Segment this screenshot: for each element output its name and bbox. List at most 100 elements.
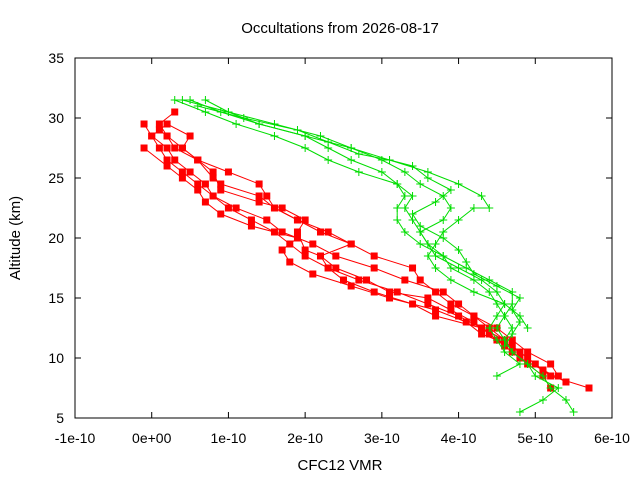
data-point (416, 276, 424, 284)
data-point (423, 168, 432, 176)
data-point (409, 264, 417, 272)
series-line (205, 99, 521, 377)
series-9 (201, 96, 524, 380)
data-point (531, 372, 540, 380)
data-point (439, 228, 448, 236)
data-point (454, 264, 463, 272)
data-point (163, 162, 171, 170)
data-point (278, 246, 286, 254)
x-tick-label: 2e-10 (287, 430, 323, 446)
data-point (201, 180, 209, 188)
data-point (194, 156, 202, 164)
data-point (462, 318, 470, 326)
data-point (485, 204, 494, 212)
data-point (423, 252, 432, 260)
data-point (347, 144, 356, 152)
data-point (408, 210, 417, 218)
data-point (209, 192, 217, 200)
data-point (515, 360, 524, 368)
y-axis-label: Altitude (km) (7, 196, 24, 280)
data-point (140, 144, 148, 152)
data-point (377, 168, 386, 176)
data-point (309, 240, 317, 248)
data-point (217, 210, 225, 218)
data-point (155, 126, 163, 134)
data-point (140, 120, 148, 128)
chart-title: Occultations from 2026-08-17 (241, 20, 439, 37)
data-point (469, 204, 478, 212)
series-line (150, 123, 559, 377)
data-point (163, 132, 171, 140)
data-point (454, 180, 463, 188)
data-point (500, 300, 509, 308)
y-tick-label: 25 (48, 170, 64, 186)
data-point (485, 276, 494, 284)
data-point (148, 132, 156, 140)
data-point (324, 264, 332, 272)
data-point (324, 156, 333, 164)
data-point (446, 186, 455, 194)
data-point (400, 204, 409, 212)
series-2 (155, 108, 555, 392)
data-point (508, 348, 517, 356)
data-point (324, 228, 332, 236)
data-point (523, 360, 532, 368)
data-point (171, 108, 179, 116)
data-point (163, 144, 171, 152)
data-point (209, 174, 217, 182)
data-point (232, 204, 240, 212)
data-point (255, 198, 263, 206)
data-point (455, 312, 463, 320)
data-point (492, 336, 501, 344)
data-point (523, 324, 532, 332)
data-point (224, 108, 233, 116)
data-point (515, 312, 524, 320)
data-point (178, 174, 186, 182)
x-tick-label: -1e-10 (55, 430, 96, 446)
x-tick-label: 3e-10 (364, 430, 400, 446)
data-point (439, 252, 448, 260)
data-point (232, 120, 241, 128)
data-point (416, 240, 425, 248)
data-point (431, 252, 440, 260)
data-point (554, 372, 562, 380)
data-point (524, 348, 532, 356)
data-point (446, 276, 455, 284)
y-axis-ticks: 5 10 15 20 25 30 35 (48, 50, 612, 426)
data-point (301, 216, 309, 224)
data-point (355, 276, 363, 284)
data-point (186, 132, 194, 140)
data-point (201, 108, 210, 116)
data-point (155, 120, 163, 128)
data-point (363, 276, 371, 284)
data-point (255, 120, 264, 128)
data-point (538, 372, 547, 380)
data-point (354, 168, 363, 176)
data-point (492, 372, 501, 380)
data-point (347, 282, 355, 290)
data-point (539, 366, 547, 374)
data-point (416, 222, 425, 230)
data-point (561, 396, 570, 404)
data-point (515, 294, 524, 302)
data-point (400, 192, 409, 200)
data-point (478, 324, 486, 332)
data-point (293, 126, 302, 134)
data-point (224, 168, 232, 176)
data-point (446, 204, 455, 212)
data-point (370, 252, 378, 260)
data-point (347, 240, 355, 248)
data-point (332, 252, 340, 260)
data-point (247, 222, 255, 230)
data-point (255, 192, 263, 200)
data-point (500, 342, 509, 350)
data-point (286, 258, 294, 266)
series-layer (140, 96, 593, 416)
data-point (432, 306, 440, 314)
data-point (186, 168, 194, 176)
data-point (209, 168, 217, 176)
y-tick-label: 15 (48, 290, 64, 306)
data-point (386, 294, 394, 302)
data-point (492, 282, 501, 290)
data-point (432, 288, 440, 296)
